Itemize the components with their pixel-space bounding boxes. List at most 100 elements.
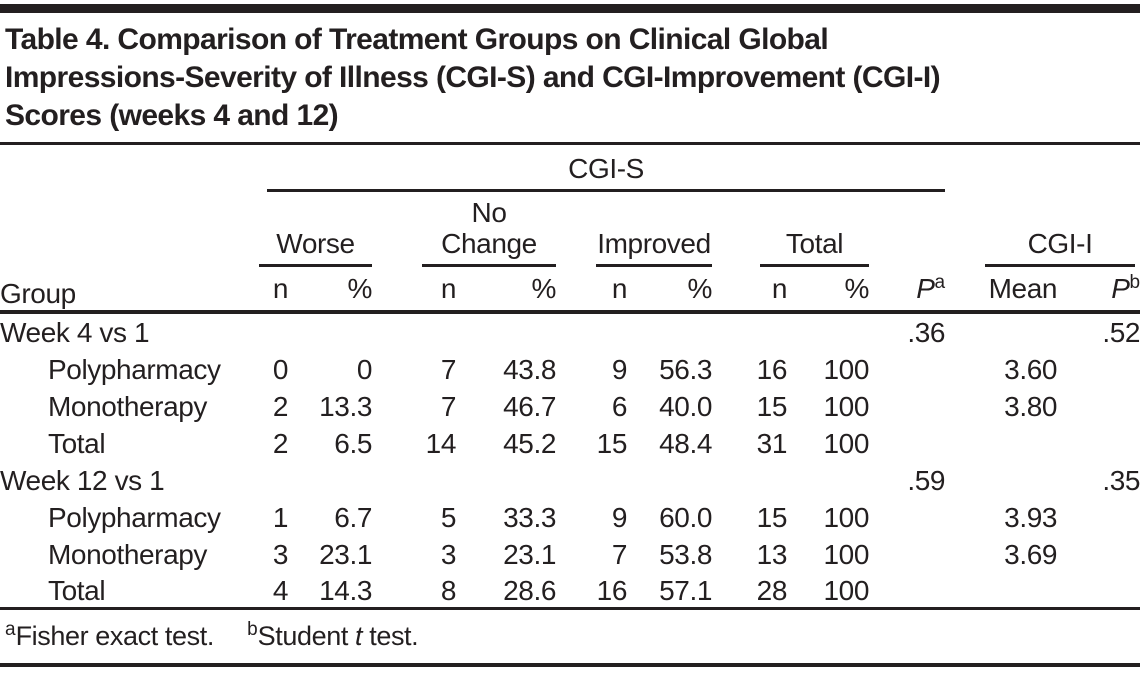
- data-cell-improved_n: 16: [556, 571, 627, 610]
- table-row: Monotherapy 3 23.1 3 23.1 7 53.8 13 100 3.69: [0, 534, 1140, 571]
- data-cell-p_a: .36: [907, 317, 946, 348]
- data-cell-worse_n: 2: [272, 428, 289, 459]
- data-cell-improved_pct: 57.1: [627, 571, 712, 610]
- data-cell-worse_pct: 0: [356, 354, 373, 385]
- data-cell-nochange_n: 8: [372, 571, 456, 610]
- data-cell-improved_pct: [627, 312, 712, 349]
- subgroup-improved-label: Improved: [597, 228, 711, 259]
- data-cell-p_b: [1057, 497, 1140, 534]
- data-cell-nochange_pct: 23.1: [503, 539, 556, 570]
- data-cell-nochange_pct: 28.6: [456, 571, 556, 610]
- data-cell-nochange_n: [372, 460, 456, 497]
- header-spacer: [0, 145, 245, 192]
- table-row: Monotherapy 2 13.3 7 46.7 6 40.0 15 100 3.80: [0, 386, 1140, 423]
- data-cell-cgii_mean: [945, 571, 1058, 610]
- data-cell-cgii_mean: 3.80: [1004, 391, 1058, 422]
- header-spacer: [869, 192, 945, 267]
- cgii-label: CGI-I: [1027, 228, 1093, 259]
- data-cell-cgii_mean: [945, 423, 1057, 460]
- data-cell-total_n: [712, 460, 787, 497]
- data-cell-improved_pct: 48.4: [659, 428, 712, 459]
- data-cell-worse_n: 0: [272, 354, 289, 385]
- data-cell-improved_n: [556, 312, 627, 349]
- data-cell-nochange_n: [372, 312, 456, 349]
- table-row: Total 2 6.5 14 45.2 15 48.4 31 100: [0, 423, 1140, 460]
- data-cell-total_pct: 100: [823, 428, 869, 459]
- data-cell-total_n: 15: [756, 391, 788, 422]
- table-row: Polypharmacy 1 6.7 5 33.3 9 60.0 15 100 3.93: [0, 497, 1140, 534]
- data-cell-improved_n: 7: [611, 539, 628, 570]
- data-cell-cgii_mean: 3.69: [1004, 539, 1058, 570]
- data-cell-improved_pct: 40.0: [659, 391, 712, 422]
- column-header-group: Group: [0, 267, 245, 314]
- column-header-improved-pct: %: [627, 267, 712, 314]
- column-header-worse-n: n: [245, 267, 288, 314]
- header-subgroup-worse: Worse: [245, 192, 372, 267]
- data-cell-p_a: [869, 386, 945, 423]
- data-cell-total_pct: 100: [823, 354, 869, 385]
- table-title-line-3: Scores (weeks 4 and 12): [5, 99, 339, 132]
- row-label: Polypharmacy: [48, 502, 221, 533]
- row-label: Total: [0, 571, 245, 610]
- table-footnote: aFisher exact test. bStudent t test.: [0, 610, 1140, 667]
- table-row: Polypharmacy 0 0 7 43.8 9 56.3 16 100 3.60: [0, 349, 1140, 386]
- column-header-nochange-n: n: [372, 267, 456, 314]
- header-row-subgroups: Worse No Change Improved: [0, 192, 1140, 267]
- data-cell-nochange_n: 14: [425, 428, 457, 459]
- data-cell-nochange_pct: [456, 460, 556, 497]
- data-cell-nochange_n: 3: [440, 539, 457, 570]
- row-label: Total: [48, 428, 106, 459]
- table-row: Total 4 14.3 8 28.6 16 57.1 28 100: [0, 571, 1140, 610]
- data-cell-total_pct: [787, 312, 869, 349]
- row-label: Monotherapy: [48, 539, 208, 570]
- data-cell-cgii_mean: 3.60: [1004, 354, 1058, 385]
- data-cell-worse_pct: [288, 460, 372, 497]
- data-cell-p_a: [869, 534, 945, 571]
- row-label: Polypharmacy: [48, 354, 221, 385]
- data-cell-p_b: [1057, 534, 1140, 571]
- column-header-improved-n: n: [556, 267, 627, 314]
- column-header-total-pct: %: [787, 267, 869, 314]
- data-cell-nochange_pct: 46.7: [503, 391, 556, 422]
- data-cell-p_a: [869, 571, 946, 610]
- data-cell-worse_n: [245, 312, 288, 349]
- row-label: Week 4 vs 1: [0, 317, 150, 348]
- data-cell-improved_n: 15: [596, 428, 628, 459]
- header-cgis-spanner: CGI-S: [245, 145, 946, 192]
- data-cell-p_b: .35: [1102, 465, 1140, 496]
- data-cell-nochange_pct: 43.8: [503, 354, 556, 385]
- data-cell-improved_n: 9: [611, 502, 628, 533]
- data-cell-total_pct: [787, 460, 869, 497]
- data-cell-worse_pct: 6.7: [334, 502, 372, 533]
- header-subgroup-no-change: No Change: [372, 192, 556, 267]
- data-cell-improved_pct: 56.3: [659, 354, 712, 385]
- data-cell-improved_pct: [627, 460, 712, 497]
- table-body: Week 4 vs 1.36.52 Polypharmacy 0 0 7 43.8 9 56.…: [0, 312, 1140, 610]
- column-header-p-b: Pb: [1057, 267, 1140, 314]
- header-subgroup-improved: Improved: [556, 192, 712, 267]
- results-table: CGI-S Worse No Change: [0, 145, 1140, 610]
- header-spacer: [945, 145, 1140, 192]
- data-cell-p_b: .52: [1102, 317, 1140, 348]
- data-cell-improved_pct: 60.0: [659, 502, 712, 533]
- footnote-a: aFisher exact test.: [5, 618, 214, 651]
- column-header-total-n: n: [712, 267, 787, 314]
- data-cell-p_b: [1057, 386, 1140, 423]
- table-title: Table 4. Comparison of Treatment Groups …: [5, 21, 1135, 135]
- table-title-line-2: Impressions-Severity of Illness (CGI-S) …: [5, 61, 941, 94]
- subgroup-worse-label: Worse: [276, 228, 355, 259]
- data-cell-nochange_n: 5: [440, 502, 457, 533]
- data-cell-p_a: [869, 349, 945, 386]
- data-cell-improved_n: [556, 460, 627, 497]
- footnote-b: bStudent t test.: [247, 618, 419, 651]
- data-cell-worse_n: 1: [272, 502, 289, 533]
- data-cell-total_n: 28: [712, 571, 787, 610]
- data-cell-worse_pct: [288, 312, 372, 349]
- column-header-nochange-pct: %: [456, 267, 556, 314]
- cgis-label: CGI-S: [568, 153, 644, 184]
- table-title-line-1: Table 4. Comparison of Treatment Groups …: [5, 23, 829, 56]
- data-cell-p_a: .59: [907, 465, 946, 496]
- data-cell-worse_pct: 23.1: [319, 539, 372, 570]
- data-cell-cgii_mean: 3.93: [1004, 502, 1058, 533]
- table-top-rule: [0, 4, 1140, 13]
